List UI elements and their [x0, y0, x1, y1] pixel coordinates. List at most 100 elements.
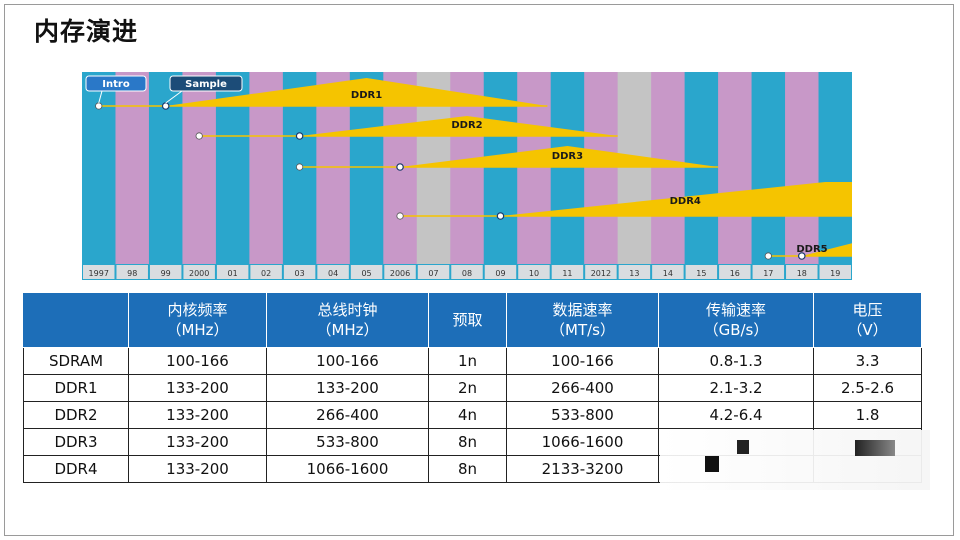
legend-label: Sample	[185, 79, 227, 90]
column-header-unit: （MHz）	[316, 321, 379, 339]
table-header-row: 内核频率 （MHz） 总线时钟 （MHz） 预取 数据速率 （MT/s） 传输速率 （GB/s）…	[23, 292, 922, 348]
x-tick-label: 18	[797, 269, 807, 278]
table-cell: 266-400	[266, 401, 429, 429]
series-label: DDR3	[552, 151, 583, 162]
table-cell: 2133-3200	[506, 455, 659, 483]
column-header: 总线时钟 （MHz）	[266, 292, 429, 348]
column-header: 数据速率 （MT/s）	[506, 292, 659, 348]
year-label-cell	[652, 265, 684, 279]
intro-marker	[296, 163, 304, 171]
column-header-unit: （MHz）	[166, 321, 229, 339]
table-cell: 2.1-3.2	[658, 374, 814, 402]
table-cell: 0.8-1.3	[658, 347, 814, 375]
x-tick-label: 07	[428, 269, 438, 278]
year-label-cell	[685, 265, 718, 279]
x-tick-label: 1997	[89, 269, 109, 278]
legend-pointer	[165, 90, 183, 104]
table-cell: 533-800	[506, 401, 659, 429]
column-header: 预取	[428, 292, 507, 348]
series-label: DDR4	[670, 196, 701, 207]
table-cell: 1066-1600	[266, 455, 429, 483]
column-header-unit: （MT/s）	[550, 321, 615, 339]
redaction-blur	[660, 430, 930, 490]
year-label-cell	[216, 265, 249, 279]
sample-marker	[161, 102, 170, 110]
intro-marker	[396, 212, 404, 220]
x-tick-label: 04	[328, 269, 338, 278]
table-row: DDR1 133-200 133-200 2n 266-400 2.1-3.2 2.5-2.…	[23, 374, 922, 402]
table-row: SDRAM 100-166 100-166 1n 100-166 0.8-1.3 3.3	[23, 347, 922, 375]
year-label-cell	[317, 265, 349, 279]
sample-marker	[496, 212, 505, 220]
sample-marker	[396, 163, 404, 171]
year-label-cell	[149, 265, 182, 279]
year-column	[148, 72, 183, 264]
x-tick-label: 05	[361, 269, 371, 278]
year-label-cell	[618, 265, 651, 279]
column-header-label: 预取	[452, 311, 483, 329]
table-cell: 100-166	[266, 347, 429, 375]
series-wedge	[165, 78, 548, 106]
year-label-cell	[116, 265, 148, 279]
table-cell: 4n	[428, 401, 507, 429]
table-cell: 133-200	[128, 428, 267, 456]
column-header: 电压 （V）	[813, 292, 922, 348]
x-tick-label: 14	[663, 269, 673, 278]
x-tick-label: 17	[763, 269, 773, 278]
x-tick-label: 09	[495, 269, 505, 278]
row-label: DDR3	[23, 428, 129, 456]
year-label-cell	[786, 265, 818, 279]
year-label-cell	[384, 265, 416, 279]
table-cell: 266-400	[506, 374, 659, 402]
table-cell: 2.5-2.6	[813, 374, 922, 402]
year-label-cell	[250, 265, 282, 279]
x-tick-label: 01	[228, 269, 238, 278]
table-cell: 133-200	[128, 401, 267, 429]
series-wedge	[299, 116, 618, 136]
x-tick-label: 16	[730, 269, 740, 278]
table-cell: 3.3	[813, 347, 922, 375]
table-cell: 133-200	[128, 455, 267, 483]
row-label: DDR2	[23, 401, 129, 429]
sample-marker	[797, 252, 806, 260]
legend-box	[85, 75, 147, 92]
year-column	[550, 72, 585, 264]
year-column	[684, 72, 719, 264]
table-cell: 100-166	[128, 347, 267, 375]
year-label-cell	[752, 265, 785, 279]
column-header: 传输速率 （GB/s）	[658, 292, 814, 348]
column-header-label: 数据速率	[552, 301, 613, 319]
x-tick-label: 2006	[390, 269, 410, 278]
table-cell: 133-200	[266, 374, 429, 402]
table-cell: 100-166	[506, 347, 659, 375]
ddr-timeline-chart: 1997 98 99 2000 01 02 03 04 05 2006 07 08 09 10 11 2012…	[82, 72, 852, 280]
year-label-cell	[585, 265, 617, 279]
timeline-svg: 1997 98 99 2000 01 02 03 04 05 2006 07 08 09 10 11 2012…	[82, 72, 852, 279]
year-column	[584, 72, 619, 264]
column-header-label: 传输速率	[705, 301, 766, 319]
x-tick-label: 2000	[189, 269, 209, 278]
year-label-cell	[819, 265, 851, 279]
year-label-cell	[719, 265, 751, 279]
x-tick-label: 13	[629, 269, 639, 278]
year-label-cell	[484, 265, 517, 279]
year-column	[751, 72, 786, 264]
year-label-cell	[350, 265, 383, 279]
year-label-cell	[83, 265, 115, 279]
year-label-cell	[518, 265, 550, 279]
table-cell: 2n	[428, 374, 507, 402]
row-label: DDR4	[23, 455, 129, 483]
slide-frame	[4, 4, 954, 536]
series-wedge	[400, 146, 719, 167]
x-tick-label: 99	[161, 269, 171, 278]
sample-marker	[295, 132, 304, 140]
legend-pointer	[98, 90, 103, 104]
table-cell: 133-200	[128, 374, 267, 402]
series-label: DDR5	[796, 244, 827, 255]
x-tick-label: 10	[529, 269, 539, 278]
column-header-unit: （V）	[847, 321, 888, 339]
series-wedge	[500, 182, 852, 216]
redaction-block	[737, 440, 749, 454]
redaction-block	[855, 440, 895, 456]
year-label-cell	[551, 265, 584, 279]
